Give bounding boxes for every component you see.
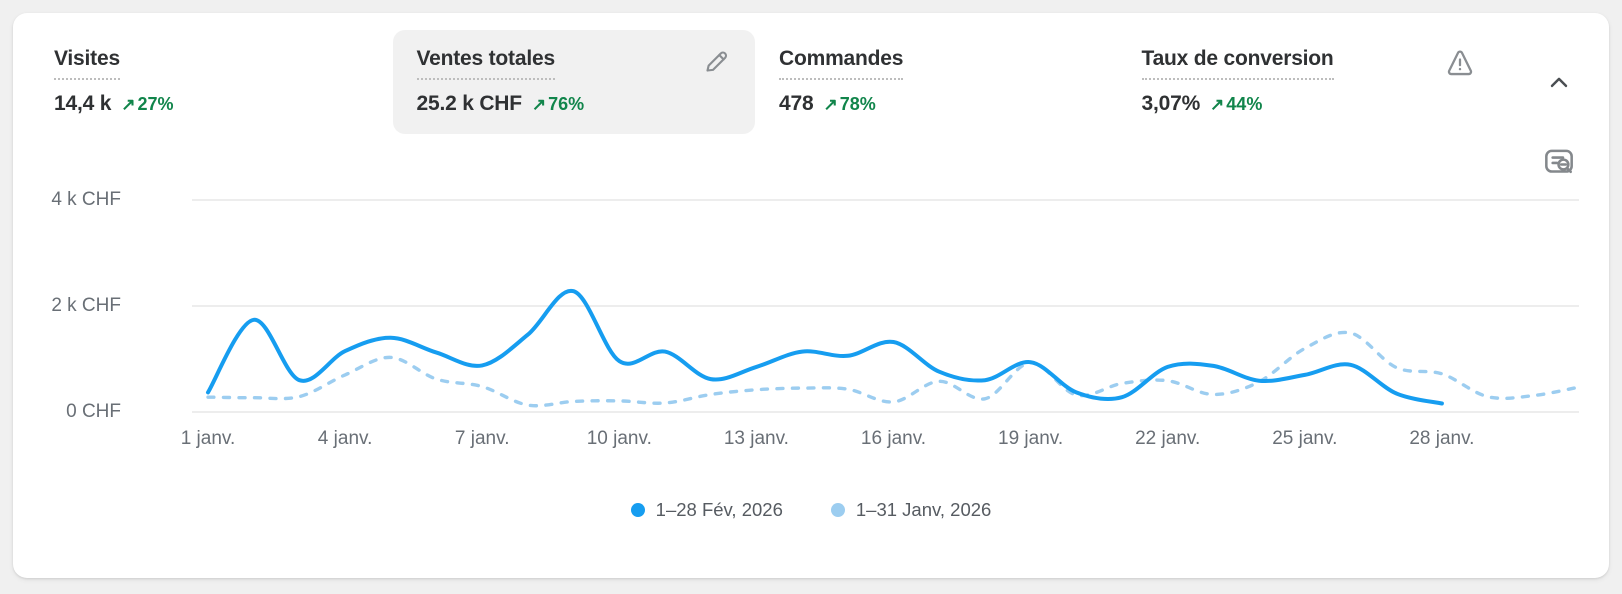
x-axis-tick: 25 janv. [1272,428,1338,449]
trend-up-icon: ↗ [1210,95,1225,114]
x-axis-tick: 28 janv. [1409,428,1475,449]
tab-visites-value: 14,4 k [54,92,112,115]
x-axis-tick: 1 janv. [180,428,236,449]
tab-ventes-totales[interactable]: Ventes totales 25.2 k CHF ↗ 76% [392,30,755,134]
series-solid-line[interactable] [206,289,1444,406]
chart-legend: 1–28 Fév, 2026 1–31 Janv, 2026 [13,499,1609,521]
x-axis-tick: 22 janv. [1135,428,1201,449]
x-axis-tick: 7 janv. [454,428,510,449]
edit-metric-icon[interactable] [701,47,731,77]
tab-visites-label: Visites [54,47,120,80]
y-axis-tick: 0 CHF [66,401,121,422]
legend-label: 1–28 Fév, 2026 [655,499,783,520]
tab-commandes[interactable]: Commandes 478 ↗ 78% [755,30,1118,134]
legend-label: 1–31 Janv, 2026 [855,499,992,520]
tab-taux-de-conversion-delta: ↗ 44% [1210,94,1263,114]
tab-taux-de-conversion-label: Taux de conversion [1141,47,1334,80]
tab-taux-de-conversion[interactable]: Taux de conversion 3,07% ↗ 44% [1118,30,1481,134]
collapse-card-button[interactable] [1543,68,1575,100]
y-axis-tick: 2 k CHF [51,295,121,316]
tab-commandes-value: 478 [779,92,814,115]
sales-line-chart[interactable] [13,13,1609,578]
x-axis-tick: 19 janv. [998,428,1064,449]
warning-icon[interactable] [1444,47,1474,77]
legend-item[interactable]: 1–28 Fév, 2026 [630,499,783,521]
tab-visites[interactable]: Visites 14,4 k ↗ 27% [30,30,393,134]
legend-item[interactable]: 1–31 Janv, 2026 [830,499,992,521]
tab-visites-delta: ↗ 27% [121,94,174,114]
tab-commandes-label: Commandes [779,47,903,80]
sales-overview-card: 4 k CHF 2 k CHF 0 CHF 1 janv. 4 janv. 7 janv… [13,13,1609,578]
metric-tabs: Visites 14,4 k ↗ 27% Ventes totales 25.2 … [30,30,1480,134]
tab-taux-de-conversion-value: 3,07% [1141,92,1201,115]
legend-dot-icon [830,503,845,517]
legend-dot-icon [630,503,645,517]
trend-up-icon: ↗ [823,95,838,114]
tab-ventes-totales-delta: ↗ 76% [531,94,585,114]
x-axis-tick: 16 janv. [860,428,927,449]
tab-commandes-delta: ↗ 78% [823,94,876,114]
x-axis-tick: 13 janv. [723,428,789,449]
trend-up-icon: ↗ [121,95,136,114]
explore-data-button[interactable] [1539,143,1579,183]
chevron-up-icon [1545,77,1573,100]
tab-ventes-totales-value: 25.2 k CHF [416,92,523,115]
search-data-icon [1540,149,1578,184]
trend-up-icon: ↗ [531,95,547,114]
x-axis-tick: 4 janv. [317,428,373,449]
y-axis-tick: 4 k CHF [51,189,121,210]
tab-ventes-totales-label: Ventes totales [416,47,555,80]
x-axis-tick: 10 janv. [586,428,652,449]
